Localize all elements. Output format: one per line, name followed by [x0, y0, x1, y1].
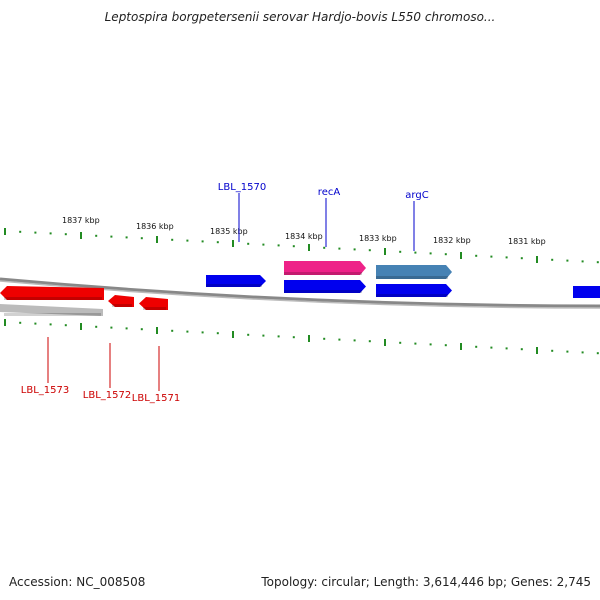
gene-feature-forward[interactable] [284, 280, 366, 293]
gene-shadow [206, 284, 262, 287]
gene-shadow [4, 313, 101, 316]
gene-feature-forward[interactable] [376, 284, 452, 297]
accession-text: Accession: NC_008508 [9, 575, 146, 589]
gene-labels: LBL_1570 recA argC LBL_1573 LBL_1572 LBL_1571 [21, 182, 429, 404]
chromosome-backbone [0, 277, 600, 308]
map-title: Leptospira borgpetersenii serovar Hardjo… [104, 10, 496, 24]
gene-label[interactable]: LBL_1570 [218, 182, 266, 193]
gene-features[interactable] [0, 261, 600, 316]
gene-feature-reverse[interactable] [0, 304, 103, 316]
gene-label[interactable]: LBL_1571 [132, 393, 180, 404]
scale-label: 1831 kbp [508, 237, 546, 246]
gene-label[interactable]: LBL_1572 [83, 390, 131, 401]
scale-label: 1835 kbp [210, 227, 248, 236]
gene-shadow [376, 276, 448, 279]
genome-summary-text: Topology: circular; Length: 3,614,446 bp… [261, 575, 591, 589]
scale-ticks-bottom [4, 319, 599, 355]
gene-feature-forward[interactable] [206, 275, 266, 287]
gene-shadow [284, 272, 362, 275]
gene-shadow [112, 304, 132, 307]
scale-labels: 1837 kbp 1836 kbp 1835 kbp 1834 kbp 1833 kbp… [62, 216, 546, 246]
gene-feature-reverse[interactable] [108, 295, 134, 307]
scale-label: 1836 kbp [136, 222, 174, 231]
scale-label: 1832 kbp [433, 236, 471, 245]
gene-feature-reverse[interactable] [139, 297, 168, 310]
gene-feature-reverse[interactable] [0, 286, 104, 300]
gene-label[interactable]: LBL_1573 [21, 385, 69, 396]
gene-label[interactable]: recA [318, 187, 341, 198]
scale-label: 1834 kbp [285, 232, 323, 241]
scale-ticks-top [4, 228, 599, 264]
gene-feature-forward[interactable] [573, 286, 600, 298]
gene-feature-forward[interactable] [376, 265, 452, 279]
gene-label[interactable]: argC [405, 190, 428, 201]
scale-label: 1837 kbp [62, 216, 100, 225]
gene-shadow [284, 290, 362, 293]
gene-shadow [143, 307, 166, 310]
gene-feature-forward[interactable] [284, 261, 366, 275]
gene-shadow [376, 294, 448, 297]
scale-label: 1833 kbp [359, 234, 397, 243]
gene-shadow [4, 297, 102, 300]
